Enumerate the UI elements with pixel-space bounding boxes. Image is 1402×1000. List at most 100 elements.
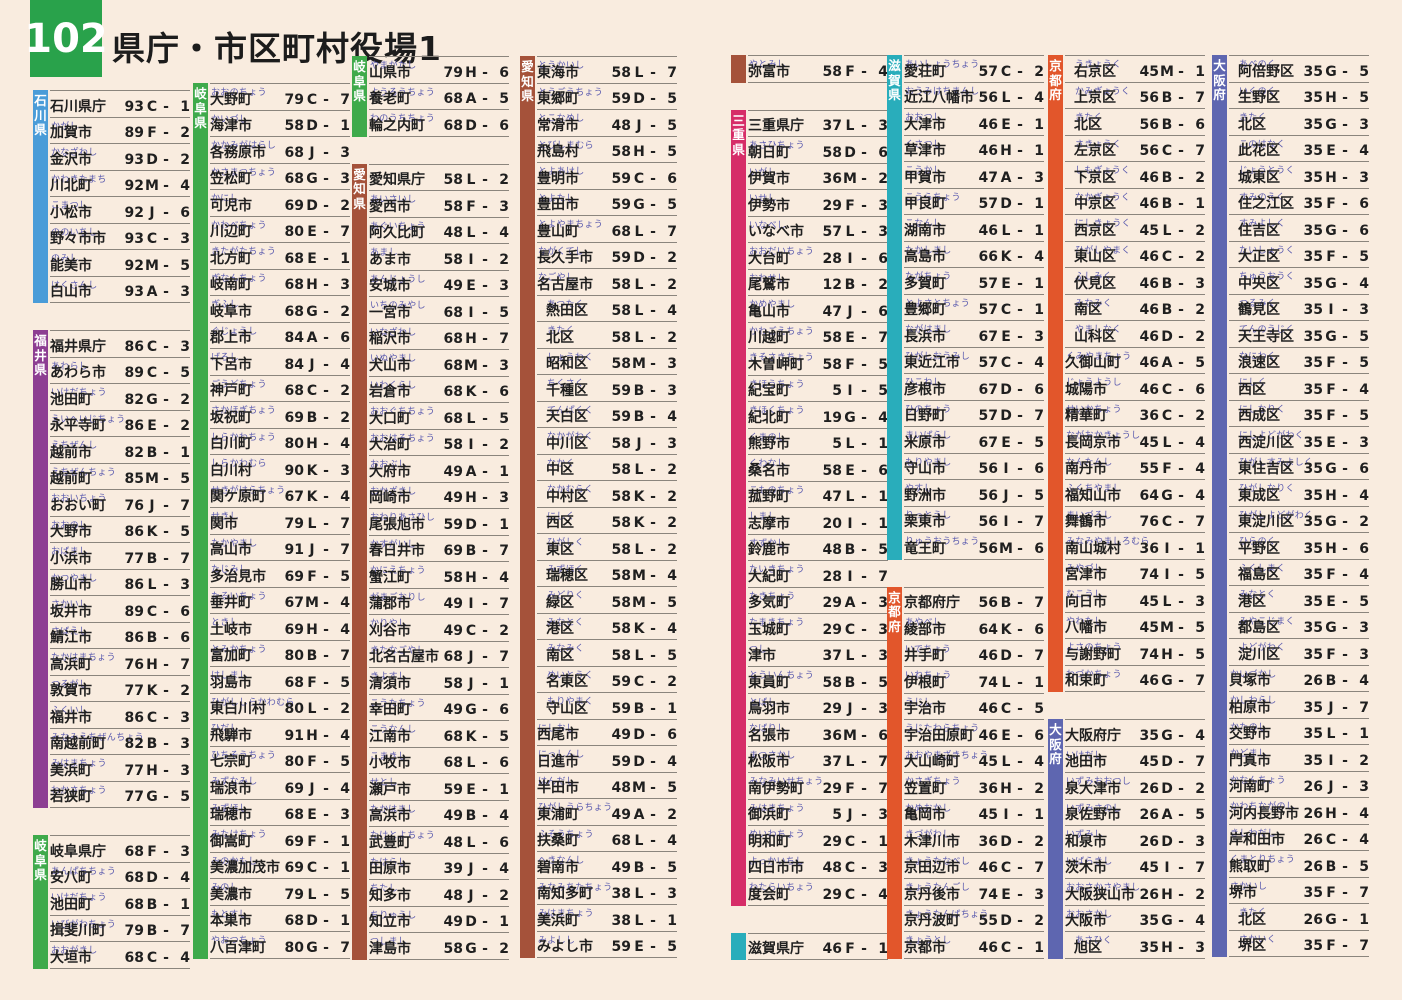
- entry-row: めいわちょう 明和町 29 C -1: [748, 826, 888, 853]
- entry-line: 千種区 59 B -3: [546, 380, 677, 400]
- entry-row: みなみやましろむら 南山城村 36 I -1: [1065, 533, 1205, 560]
- entry-map-ref: 77 B -7: [124, 551, 190, 567]
- grid-letter: D: [465, 914, 477, 930]
- entry-map-ref: 46 C -5: [978, 701, 1044, 717]
- entry-line: 瑞浪市 69 J -4: [210, 778, 350, 798]
- grid-dash: -: [1178, 328, 1184, 345]
- grid-letter: H: [306, 277, 318, 293]
- grid-letter: H: [1325, 487, 1337, 504]
- entry-row: かにえちょう 蟹江町 58 H -4: [369, 562, 509, 589]
- entry-furigana: さかいく: [1239, 934, 1277, 945]
- grid-dash: -: [1017, 143, 1023, 159]
- entry-furigana: ふしみく: [1075, 272, 1113, 282]
- grid-letter: B: [1161, 169, 1173, 186]
- entry-row: ひだし 飛騨市 91 H -4: [210, 720, 350, 747]
- entry-name: 春日井市: [369, 543, 425, 559]
- grid-letter: L: [307, 515, 317, 532]
- map-page-number: 74: [1139, 646, 1159, 663]
- entry-row: おおさかさやまし 大阪狭山市 26 H -2: [1065, 879, 1205, 906]
- grid-dash: -: [1178, 807, 1184, 823]
- map-page-number: 69: [284, 860, 304, 876]
- entry-row: みはまちょう 御浜町 5 J -3: [748, 800, 888, 826]
- entry-line: 江南市 68 K -5: [369, 726, 509, 746]
- entry-name: 大津市: [904, 116, 946, 133]
- map-page-number: 35: [1303, 726, 1323, 742]
- entry-line: 門真市 35 I -2: [1229, 750, 1369, 770]
- grid-dash: -: [1178, 727, 1184, 744]
- entry-row: せいかちょう 精華町 36 C -2: [1065, 401, 1205, 427]
- entry-line: 南区 46 B -2: [1074, 299, 1205, 319]
- entry-map-ref: 58 H -4: [443, 570, 509, 586]
- entry-map-ref: 57 D -7: [978, 408, 1044, 424]
- map-page-number: 49: [611, 859, 631, 876]
- entry-furigana: たがちょう: [905, 272, 952, 282]
- entry-furigana: みなみえちぜんちょう: [51, 732, 145, 743]
- entry-line: いなべ市 57 L -3: [748, 221, 888, 241]
- entry-row: こうかし 甲賀市 47 A -3: [904, 162, 1044, 189]
- entry-line: 土岐市 69 H -4: [210, 619, 350, 639]
- grid-dash: -: [323, 780, 329, 797]
- entry-line: 鯖江市 86 B -6: [50, 627, 190, 647]
- entry-furigana: みはまちょう: [538, 909, 594, 919]
- entry-name: 松阪市: [748, 754, 790, 770]
- entry-line: 中央区 35 G -4: [1238, 273, 1369, 293]
- grid-dash: -: [1017, 381, 1023, 398]
- entry-row: いぬやまし 犬山市 68 M -3: [369, 350, 509, 377]
- entry-furigana: せいかちょう: [1066, 404, 1122, 415]
- map-page-number: 82: [124, 391, 144, 408]
- entry-furigana: とみかちょう: [211, 644, 267, 655]
- grid-letter: L: [307, 701, 317, 717]
- map-page-number: 46: [978, 143, 998, 159]
- grid-digit: 3: [1359, 116, 1369, 133]
- entry-map-ref: 79 H -6: [443, 65, 509, 81]
- entry-name: 尾鷲市: [748, 277, 790, 293]
- entry-name: 伊賀市: [748, 171, 790, 187]
- grid-dash: -: [650, 806, 656, 823]
- map-page-number: 35: [1303, 275, 1323, 292]
- entry-name: 名古屋市: [537, 276, 593, 293]
- entry-row: あさひく 旭区 35 H -3: [1065, 932, 1205, 959]
- entry-furigana: うきょうく: [1075, 60, 1122, 70]
- grid-digit: 2: [1195, 328, 1205, 345]
- grid-digit: 4: [499, 861, 509, 877]
- grid-digit: 4: [499, 569, 509, 586]
- grid-letter: L: [1001, 674, 1011, 691]
- prefecture-label-char: 岐: [194, 86, 207, 101]
- entry-map-ref: 69 H -4: [284, 622, 350, 638]
- entry-row: とうかいし 東海市 58 L -7: [537, 57, 677, 84]
- entry-row: おおつし 大津市 46 E -1: [904, 109, 1044, 136]
- grid-digit: 4: [340, 727, 350, 744]
- entry-row: ひがしやまく 東山区 46 C -2: [1065, 242, 1205, 268]
- entry-furigana: みどりく: [547, 591, 585, 601]
- entry-name: 津市: [748, 648, 776, 664]
- grid-digit: 4: [340, 595, 350, 611]
- entry-line: 大紀町 28 I -7: [748, 566, 888, 586]
- entry-furigana: うじたわらちょう: [905, 724, 980, 734]
- entry-name: 京丹波町: [904, 913, 960, 929]
- grid-digit: 6: [1359, 540, 1369, 557]
- entry-furigana: めいとうく: [547, 670, 594, 681]
- grid-dash: -: [1342, 752, 1348, 769]
- grid-dash: -: [1342, 461, 1348, 477]
- grid-letter: D: [1161, 833, 1173, 850]
- entry-map-ref: 38 L -3: [611, 886, 677, 902]
- grid-digit: 3: [1195, 939, 1205, 956]
- entry-name: おおい町: [50, 497, 106, 514]
- entry-row: かにし 可児市 69 D -2: [210, 190, 350, 217]
- entry-name: 岐南町: [210, 277, 252, 293]
- entry-map-ref: 57 C -1: [978, 302, 1044, 318]
- entry-furigana: いずみし: [1066, 830, 1104, 840]
- entry-furigana: ひがしやまく: [1075, 245, 1131, 256]
- grid-letter: B: [146, 923, 158, 939]
- entry-row: りっとうし 栗東市 56 I -7: [904, 507, 1044, 533]
- entry-row: すみのえく 住之江区 35 F -6: [1229, 189, 1369, 215]
- grid-letter: C: [1161, 249, 1173, 265]
- entry-line: 与謝野町 74 H -5: [1065, 644, 1205, 664]
- grid-dash: -: [1342, 381, 1348, 398]
- map-page-number: 59: [611, 700, 631, 717]
- grid-dash: -: [482, 675, 488, 692]
- entry-map-ref: 68 M -3: [443, 358, 509, 374]
- grid-dash: -: [323, 303, 329, 320]
- entry-map-ref: 26 B -5: [1303, 859, 1369, 875]
- map-page-number: 69: [284, 409, 304, 426]
